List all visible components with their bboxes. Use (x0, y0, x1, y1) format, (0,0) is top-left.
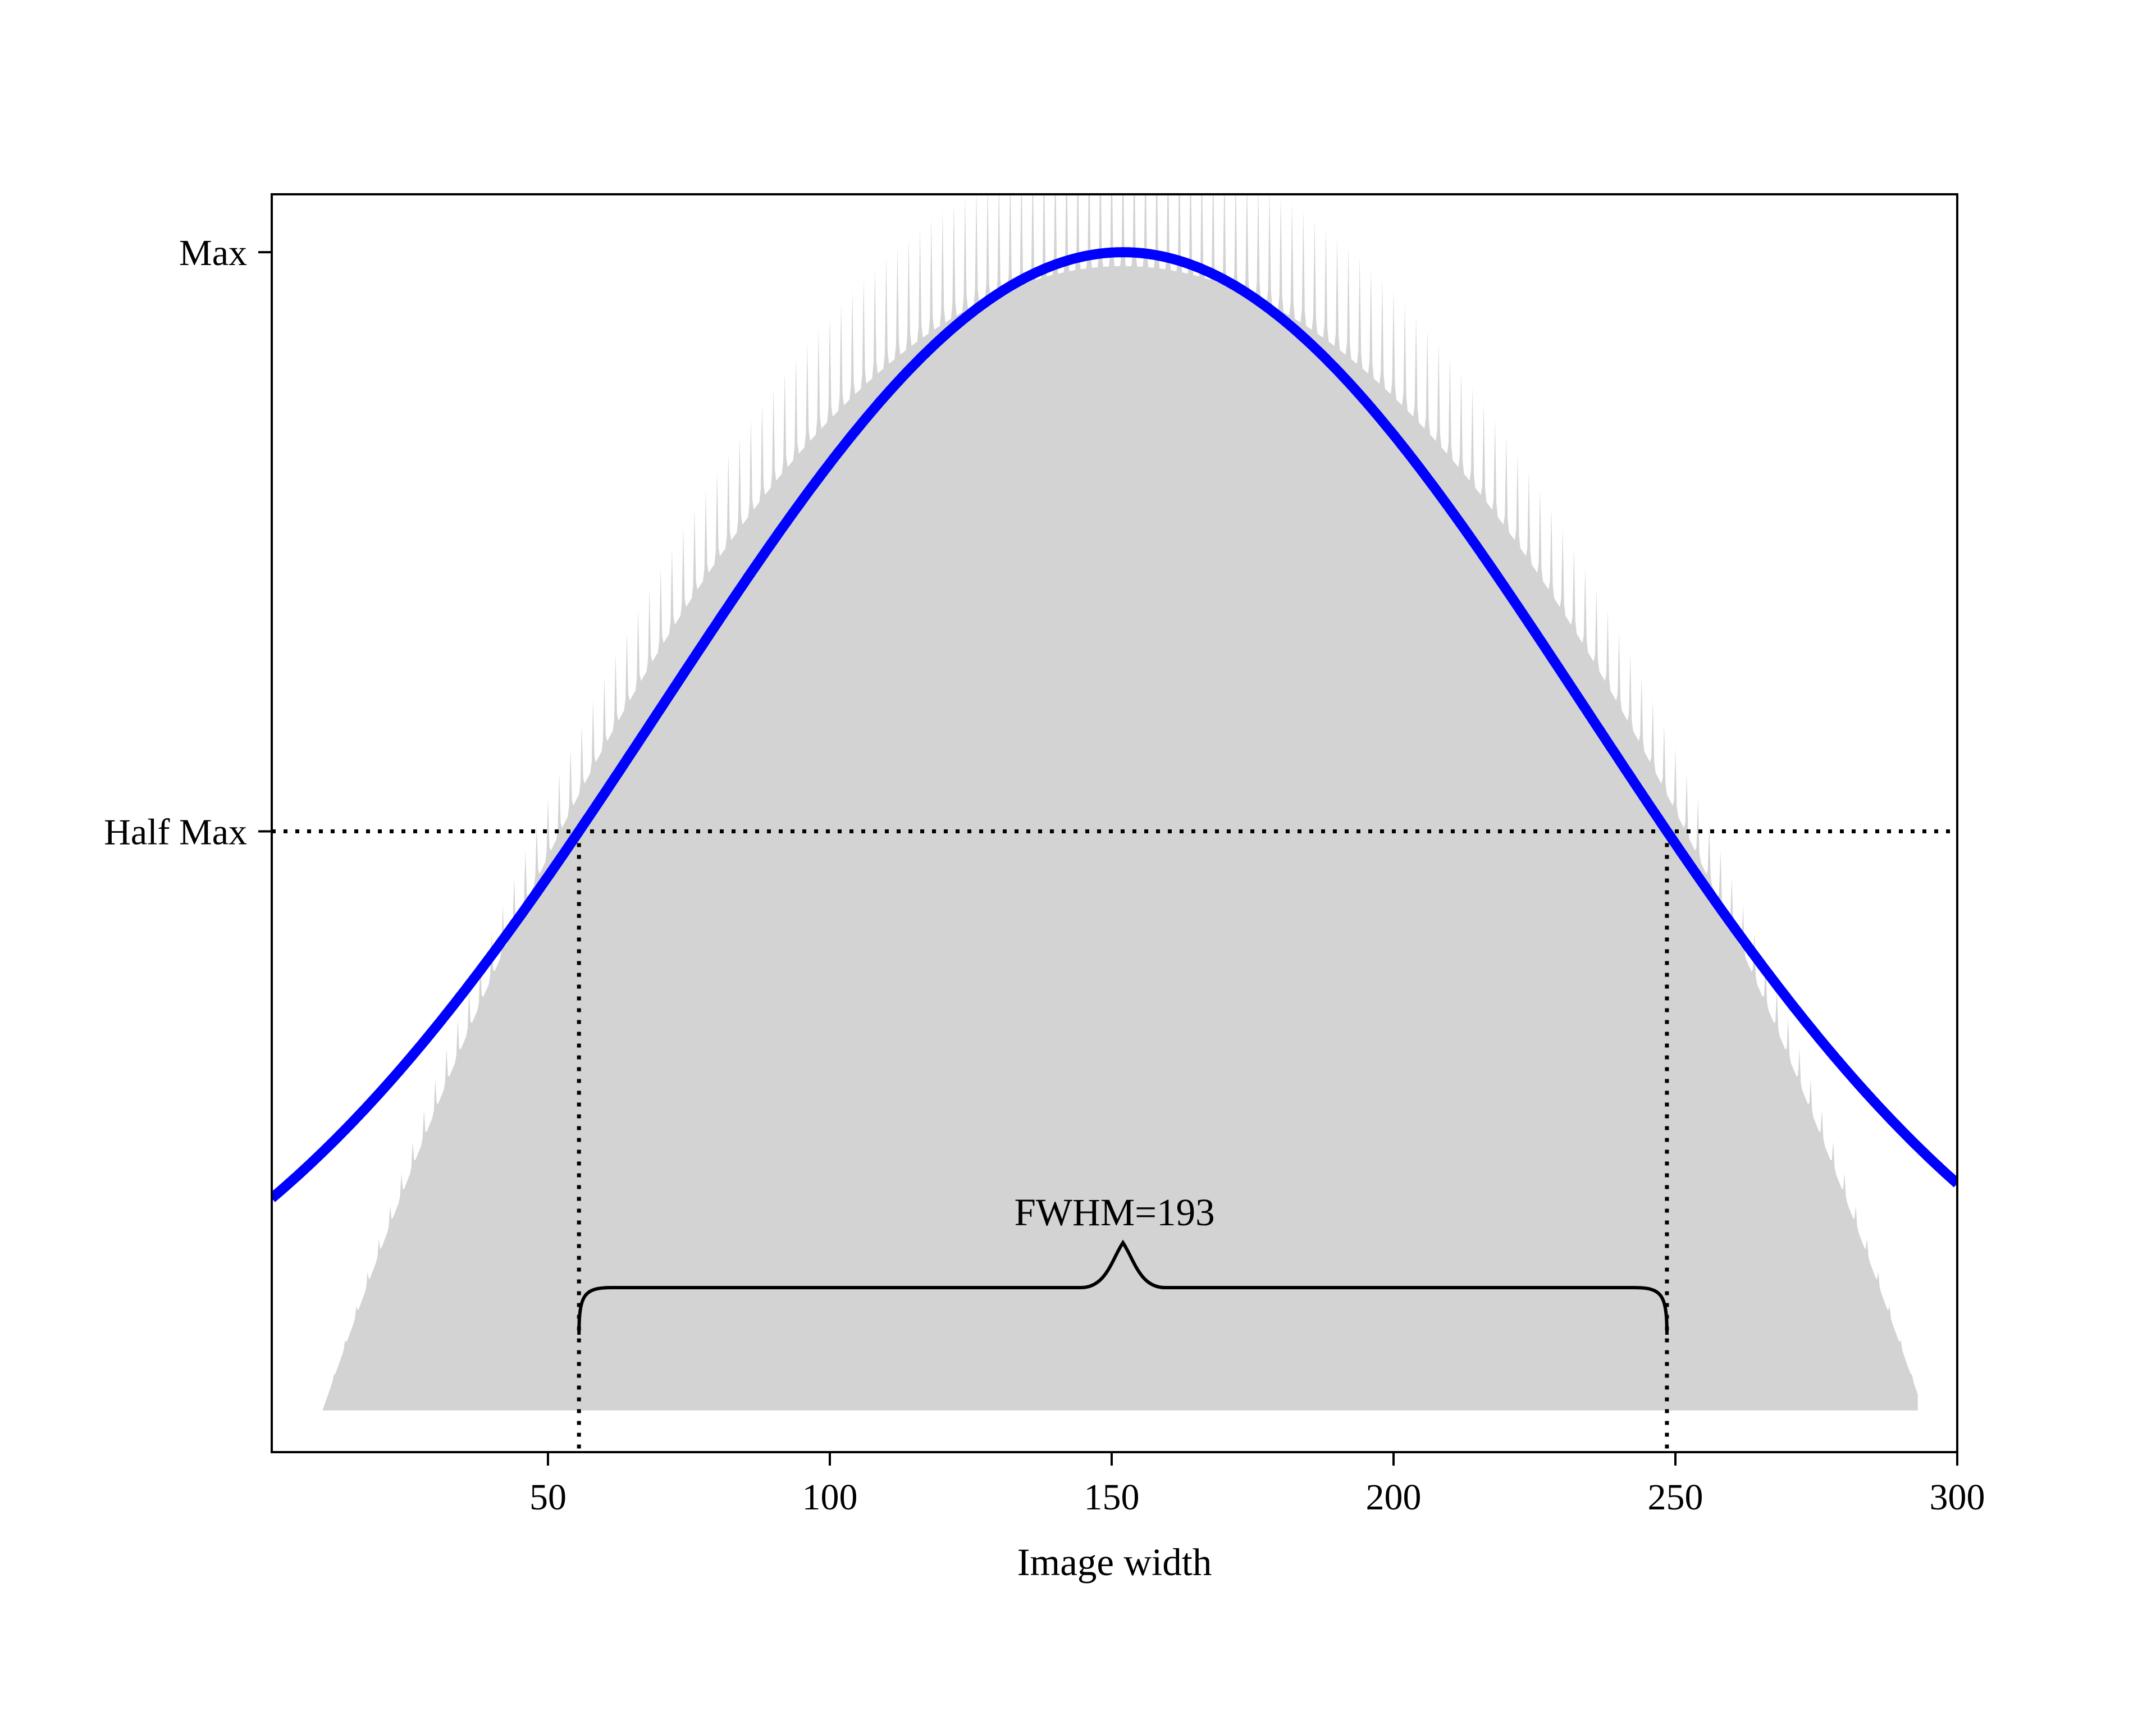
x-tick-label: 150 (1084, 1477, 1139, 1518)
x-axis: 50 100 150 200 250 300 (529, 1452, 1985, 1518)
y-tick-label: Max (179, 232, 247, 273)
y-tick-label: Half Max (104, 811, 247, 852)
plot-frame (271, 193, 1958, 1453)
x-tick-label: 300 (1930, 1477, 1985, 1518)
fwhm-brace (577, 1239, 1669, 1335)
x-tick-label: 250 (1647, 1477, 1703, 1518)
fwhm-annotation: FWHM=193 (1015, 1191, 1215, 1234)
intensity-profile-area (322, 194, 1918, 1411)
y-axis: Max Half Max (104, 232, 272, 852)
x-tick-label: 200 (1365, 1477, 1421, 1518)
x-tick-label: 100 (802, 1477, 857, 1518)
x-axis-title: Image width (1017, 1541, 1212, 1584)
x-tick-label: 50 (529, 1477, 567, 1518)
fit-curve-line (272, 247, 1957, 1202)
